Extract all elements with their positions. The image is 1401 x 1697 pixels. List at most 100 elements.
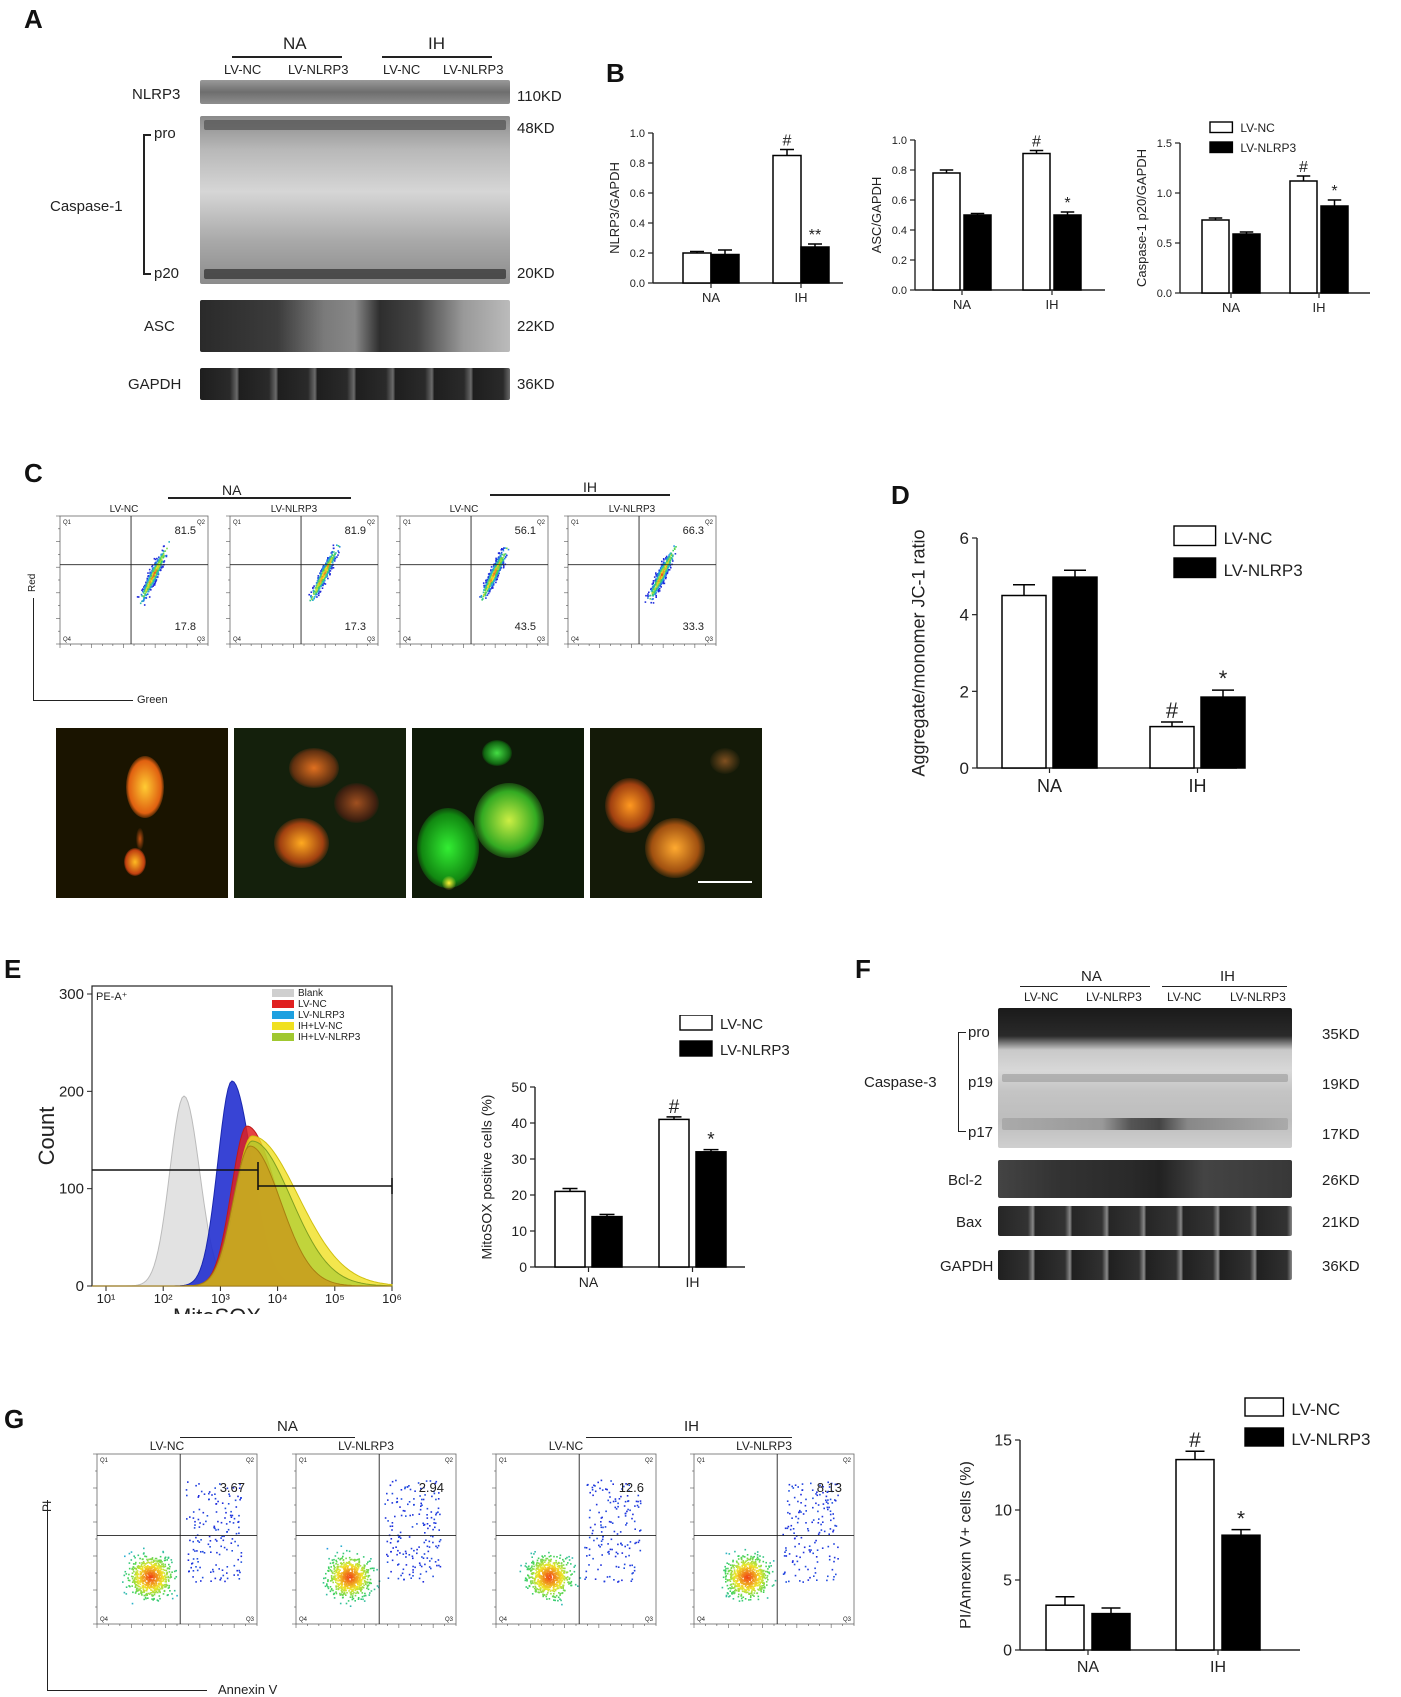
flow-event	[147, 572, 149, 574]
flow-plot-group-label: LV-NLRP3	[271, 504, 318, 515]
flow-event	[240, 1497, 242, 1499]
flow-event	[215, 1529, 217, 1531]
legend-swatch	[1174, 558, 1216, 578]
flow-event	[658, 580, 660, 582]
flow-event	[214, 1526, 216, 1528]
flow-event	[224, 1581, 226, 1583]
flow-event	[337, 1552, 339, 1554]
bar-lv-nlrp3	[1321, 206, 1348, 293]
flow-event	[351, 1585, 353, 1587]
flow-event	[328, 1558, 330, 1560]
flow-event	[549, 1589, 551, 1591]
flow-event	[347, 1578, 349, 1580]
flow-event	[153, 1560, 155, 1562]
flow-event	[155, 1574, 157, 1576]
flow-event	[150, 1577, 152, 1579]
group-na-label: NA	[277, 1418, 298, 1435]
flow-event	[601, 1527, 603, 1529]
x-tick-label: 10³	[211, 1291, 230, 1306]
flow-event	[159, 1595, 161, 1597]
flow-event	[133, 1555, 135, 1557]
flow-event	[331, 1588, 333, 1590]
flow-event	[356, 1576, 358, 1578]
flow-event	[314, 596, 316, 598]
panel-label-e: E	[4, 954, 21, 985]
flow-event	[548, 1552, 550, 1554]
flow-event	[427, 1508, 429, 1510]
flow-event	[503, 547, 505, 549]
flow-event	[661, 583, 663, 585]
flow-event	[334, 1578, 336, 1580]
flow-event	[625, 1501, 627, 1503]
flow-event	[428, 1551, 430, 1553]
flow-event	[411, 1548, 413, 1550]
legend-swatch	[272, 1022, 294, 1030]
flow-event	[630, 1541, 632, 1543]
flow-event	[363, 1587, 365, 1589]
flow-event	[557, 1600, 559, 1602]
flow-event	[654, 576, 656, 578]
flow-event	[141, 1568, 143, 1570]
kd-label-gapdh: 36KD	[517, 376, 555, 393]
flow-event	[137, 1567, 139, 1569]
flow-event	[340, 1579, 342, 1581]
flow-event	[168, 1564, 170, 1566]
flow-event	[343, 1553, 345, 1555]
flow-event	[527, 1587, 529, 1589]
flow-event	[348, 1600, 350, 1602]
flow-event	[602, 1527, 604, 1529]
flow-event	[627, 1544, 629, 1546]
flow-event	[175, 1570, 177, 1572]
lane-label-lvnlrp3: LV-NLRP3	[288, 62, 348, 77]
flow-event	[660, 586, 662, 588]
group-na-label: NA	[222, 482, 241, 498]
blot-label-p20: p20	[154, 265, 179, 282]
flow-event	[341, 1591, 343, 1593]
flow-event	[203, 1512, 205, 1514]
flow-event	[370, 1558, 372, 1560]
flow-event	[159, 1598, 161, 1600]
flow-event	[349, 1577, 351, 1579]
group-ih-line	[586, 1437, 792, 1438]
bar-lv-nlrp3	[801, 247, 829, 283]
flow-event	[403, 1553, 405, 1555]
flow-event	[135, 1586, 137, 1588]
flow-event	[419, 1495, 421, 1497]
group-ih-label: IH	[1220, 968, 1235, 985]
flow-event	[134, 1579, 136, 1581]
flow-event	[421, 1504, 423, 1506]
flow-event	[549, 1556, 551, 1558]
flow-event	[532, 1580, 534, 1582]
flow-event	[164, 1572, 166, 1574]
flow-event	[343, 1574, 345, 1576]
flow-event	[624, 1564, 626, 1566]
flow-event	[658, 570, 660, 572]
flow-event	[149, 569, 151, 571]
flow-event	[356, 1586, 358, 1588]
flow-event	[328, 560, 330, 562]
flow-event	[656, 586, 658, 588]
legend-label: LV-NC	[1224, 529, 1273, 548]
flow-event	[364, 1568, 366, 1570]
flow-event	[670, 567, 672, 569]
flow-event	[325, 583, 327, 585]
flow-event	[194, 1524, 196, 1526]
flow-event	[602, 1489, 604, 1491]
flow-event	[347, 1568, 349, 1570]
kd-label-p19: 19KD	[1322, 1076, 1360, 1093]
x-tick-label: NA	[579, 1274, 599, 1290]
flow-event	[627, 1509, 629, 1511]
flow-event	[338, 552, 340, 554]
flow-event	[135, 1572, 137, 1574]
quadrant-label: Q3	[445, 1617, 454, 1623]
flow-event	[164, 1569, 166, 1571]
flow-event	[126, 1573, 128, 1575]
flow-event	[392, 1493, 394, 1495]
flow-event	[424, 1532, 426, 1534]
kd-label-bcl2: 26KD	[1322, 1172, 1360, 1189]
flow-event	[358, 1598, 360, 1600]
flow-event	[190, 1567, 192, 1569]
flow-event	[348, 1580, 350, 1582]
flow-event	[345, 1558, 347, 1560]
